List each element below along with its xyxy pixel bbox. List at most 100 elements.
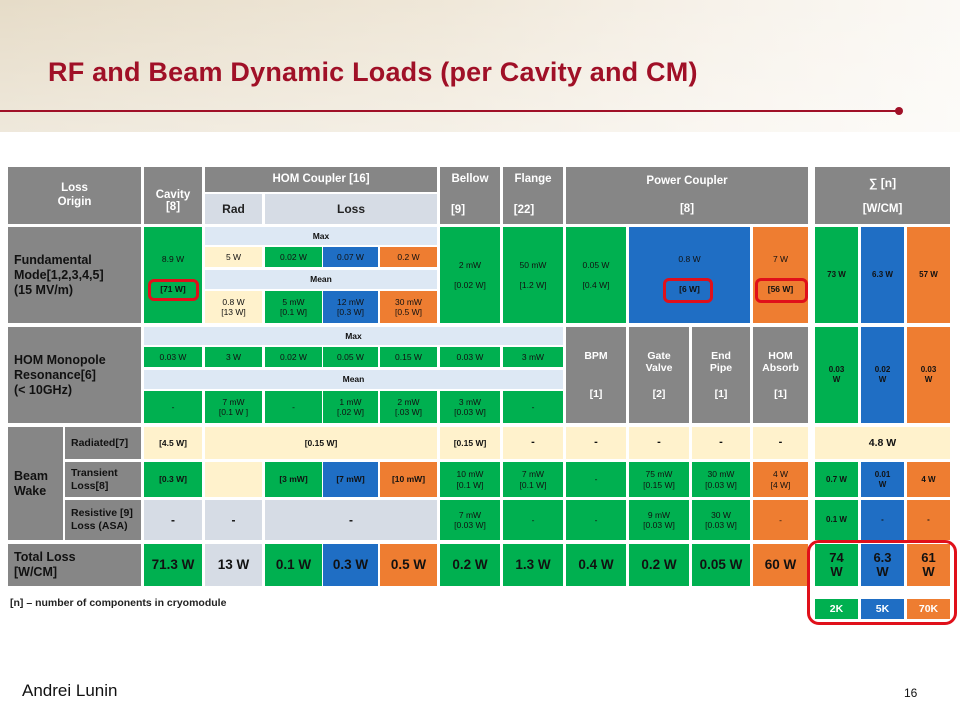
highlight-pc-70k <box>755 278 808 303</box>
fundamental-cavity-cm: [71 W] <box>160 283 186 294</box>
monopole-max-loss-a: 0.02 W <box>265 347 322 367</box>
monopole-max-loss-b: 0.05 W <box>323 347 378 367</box>
monopole-sum-2k: 0.03 W <box>815 327 858 423</box>
highlight-sum-total <box>807 540 957 625</box>
total-sum-2k: 74 W <box>815 544 858 586</box>
resistive-sum-2k: 0.1 W <box>815 500 858 540</box>
fundamental-sum-2k: 73 W <box>815 227 858 323</box>
highlight-pc-5k <box>663 278 713 303</box>
header-flange-label: Flange <box>514 173 552 186</box>
fundamental-max-loss-5k: 0.07 W <box>323 247 378 267</box>
monopole-max-loss-c: 0.15 W <box>380 347 437 367</box>
fundamental-flange: 50 mW [1.2 W] <box>503 227 563 323</box>
header-sum-label: ∑ [n] <box>868 175 897 190</box>
fundamental-pc-2k: 0.05 W [0.4 W] <box>566 227 626 323</box>
fundamental-pc-70k-max: 7 W <box>772 253 789 264</box>
monopole-label-text: HOM Monopole Resonance[6] (< 10GHz) <box>14 352 106 397</box>
resistive-label: Resistive [9] Loss (ASA) <box>65 500 141 540</box>
title-rule <box>0 110 900 112</box>
radiated-hom-coupler: [0.15 W] <box>205 427 437 459</box>
monopole-mean-loss-a: - <box>265 391 322 423</box>
monopole-sum-5k: 0.02 W <box>861 327 904 423</box>
transient-sum-2k: 0.7 W <box>815 462 858 497</box>
total-cavity: 71.3 W <box>144 544 202 586</box>
fundamental-pc-5k <box>629 227 750 323</box>
header-flange <box>503 167 563 224</box>
page-number: 16 <box>904 686 918 700</box>
radiated-bellow: [0.15 W] <box>440 427 500 459</box>
total-loss-5k: 0.3 W <box>323 544 378 586</box>
resistive-pc-d: - <box>753 500 808 540</box>
fundamental-cavity-max: 8.9 W <box>161 253 185 264</box>
row-beam-wake-label: Beam Wake <box>8 427 63 540</box>
radiated-pc-c: - <box>692 427 750 459</box>
monopole-mean-loss-c: 2 mW [.03 W] <box>380 391 437 423</box>
transient-pc-a: - <box>566 462 626 497</box>
fundamental-pc-70k-cm: [56 W] <box>767 283 794 294</box>
total-sum-5k: 6.3 W <box>861 544 904 586</box>
header-loss: Loss <box>265 194 437 224</box>
monopole-mean-flange: - <box>503 391 563 423</box>
fundamental-sum-70k: 57 W <box>907 227 950 323</box>
fundamental-bellow: 2 mW [0.02 W] <box>440 227 500 323</box>
header-power-coupler-label: Power Coupler <box>646 175 728 188</box>
fundamental-sum-5k: 6.3 W <box>861 227 904 323</box>
fundamental-mean-header: Mean <box>205 270 437 289</box>
monopole-mean-bellow: 3 mW [0.03 W] <box>440 391 500 423</box>
monopole-max-cavity: 0.03 W <box>144 347 202 367</box>
radiated-sum: 4.8 W <box>815 427 950 459</box>
total-loss-70k: 0.5 W <box>380 544 437 586</box>
transient-loss-70k: [10 mW] <box>380 462 437 497</box>
fundamental-mean-loss-2k: 5 mW [0.1 W] <box>265 291 322 323</box>
resistive-bellow: 7 mW [0.03 W] <box>440 500 500 540</box>
legend-5k: 5K <box>861 599 904 619</box>
total-flange: 1.3 W <box>503 544 563 586</box>
resistive-cavity: - <box>144 500 202 540</box>
row-fundamental-label: Fundamental Mode[1,2,3,4,5] (15 MV/m) <box>8 227 141 323</box>
transient-sum-70k: 4 W <box>907 462 950 497</box>
transient-cavity: [0.3 W] <box>144 462 202 497</box>
header-cavity: Cavity <box>144 167 202 224</box>
monopole-gate-valve: Gate Valve [2] <box>629 327 689 423</box>
monopole-mean-header: Mean <box>144 370 563 389</box>
total-pc-a: 0.4 W <box>566 544 626 586</box>
monopole-mean-loss-b: 1 mW [.02 W] <box>323 391 378 423</box>
total-sum-70k: 61 W <box>907 544 950 586</box>
resistive-pc-c: 30 W [0.03 W] <box>692 500 750 540</box>
header-bellow-label: Bellow <box>451 173 489 186</box>
header-sum-unit: [W/CM] <box>862 203 903 216</box>
fundamental-max-rad: 5 W <box>205 247 262 267</box>
row-total-label: Total Loss [W/CM] <box>8 544 141 586</box>
resistive-loss: - <box>265 500 437 540</box>
fundamental-mean-loss-70k: 30 mW [0.5 W] <box>380 291 437 323</box>
radiated-flange: - <box>503 427 563 459</box>
fundamental-max-loss-2k: 0.02 W <box>265 247 322 267</box>
total-loss-2k: 0.1 W <box>265 544 322 586</box>
monopole-mean-rad: 7 mW [0.1 W ] <box>205 391 262 423</box>
transient-pc-c: 30 mW [0.03 W] <box>692 462 750 497</box>
resistive-flange: - <box>503 500 563 540</box>
total-pc-c: 0.05 W <box>692 544 750 586</box>
header-bellow-count: [9] <box>450 204 466 217</box>
monopole-mean-cavity: - <box>144 391 202 423</box>
transient-sum-5k: 0.01 W <box>861 462 904 497</box>
transient-pc-b: 75 mW [0.15 W] <box>629 462 689 497</box>
monopole-bpm: BPM [1] <box>566 327 626 423</box>
transient-pc-d: 4 W [4 W] <box>753 462 808 497</box>
legend-2k: 2K <box>815 599 858 619</box>
header-loss-origin: Loss Origin <box>8 167 141 224</box>
resistive-rad: - <box>205 500 262 540</box>
resistive-pc-b: 9 mW [0.03 W] <box>629 500 689 540</box>
row-monopole-label: HOM Monopole Resonance[6] (< 10GHz) <box>8 327 141 423</box>
radiated-label: Radiated[7] <box>65 427 141 459</box>
legend-70k: 70K <box>907 599 950 619</box>
radiated-pc-b: - <box>629 427 689 459</box>
radiated-pc-a: - <box>566 427 626 459</box>
header-rad: Rad <box>205 194 262 224</box>
footnote: [n] – number of components in cryomodule <box>10 597 227 609</box>
resistive-sum-5k: - <box>861 500 904 540</box>
header-power-coupler <box>566 167 808 224</box>
transient-loss-2k: [3 mW] <box>265 462 322 497</box>
monopole-max-header: Max <box>144 327 563 345</box>
transient-label: Transient Loss[8] <box>65 462 141 497</box>
